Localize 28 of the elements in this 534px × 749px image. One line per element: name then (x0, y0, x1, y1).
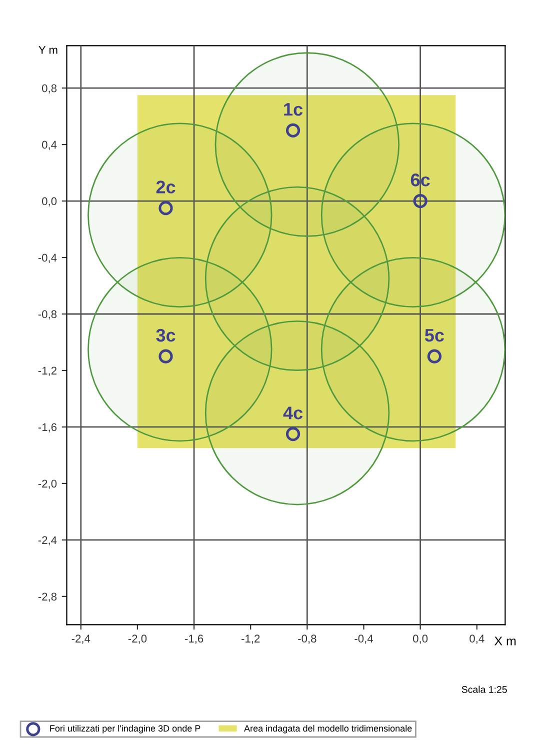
x-tick-label: -2,0 (128, 634, 147, 644)
y-tick-label: -0,4 (38, 254, 57, 263)
x-tick-label: -1,2 (242, 634, 260, 644)
legend-label: Area indagata del modello tridimensionale (244, 724, 412, 734)
y-tick-label: -1,6 (38, 423, 57, 432)
x-tick-label: -0,4 (354, 634, 373, 644)
x-tick-label: 0,4 (470, 634, 484, 644)
annotation: 3c (156, 328, 176, 342)
annotation: 5c (424, 329, 444, 342)
y-tick-label: 0,8 (42, 84, 57, 94)
y-tick-label: -2,0 (38, 480, 57, 489)
x-tick-label: -1,6 (184, 634, 204, 644)
y-axis-title: Y m (38, 46, 58, 54)
x-tick-label: -0,8 (298, 634, 316, 644)
y-tick-label: -2,4 (38, 536, 57, 546)
y-tick-label: -2,8 (38, 592, 57, 602)
legend-label: Fori utilizzati per l'indagine 3D onde P (50, 724, 200, 734)
annotation: 1c (284, 103, 303, 116)
text: Scala 1:25 (462, 686, 507, 693)
annotation: 4c (283, 406, 303, 420)
y-tick-label: -1,2 (38, 366, 56, 376)
y-tick-label: -0,8 (38, 310, 57, 320)
y-tick-label: 0,4 (42, 140, 57, 150)
x-axis-title: X m (494, 636, 516, 646)
x-tick-label: 0,0 (413, 634, 428, 644)
y-tick-label: 0,0 (42, 197, 57, 206)
annotation: 2c (156, 180, 176, 194)
x-tick-label: -2,4 (72, 634, 90, 644)
